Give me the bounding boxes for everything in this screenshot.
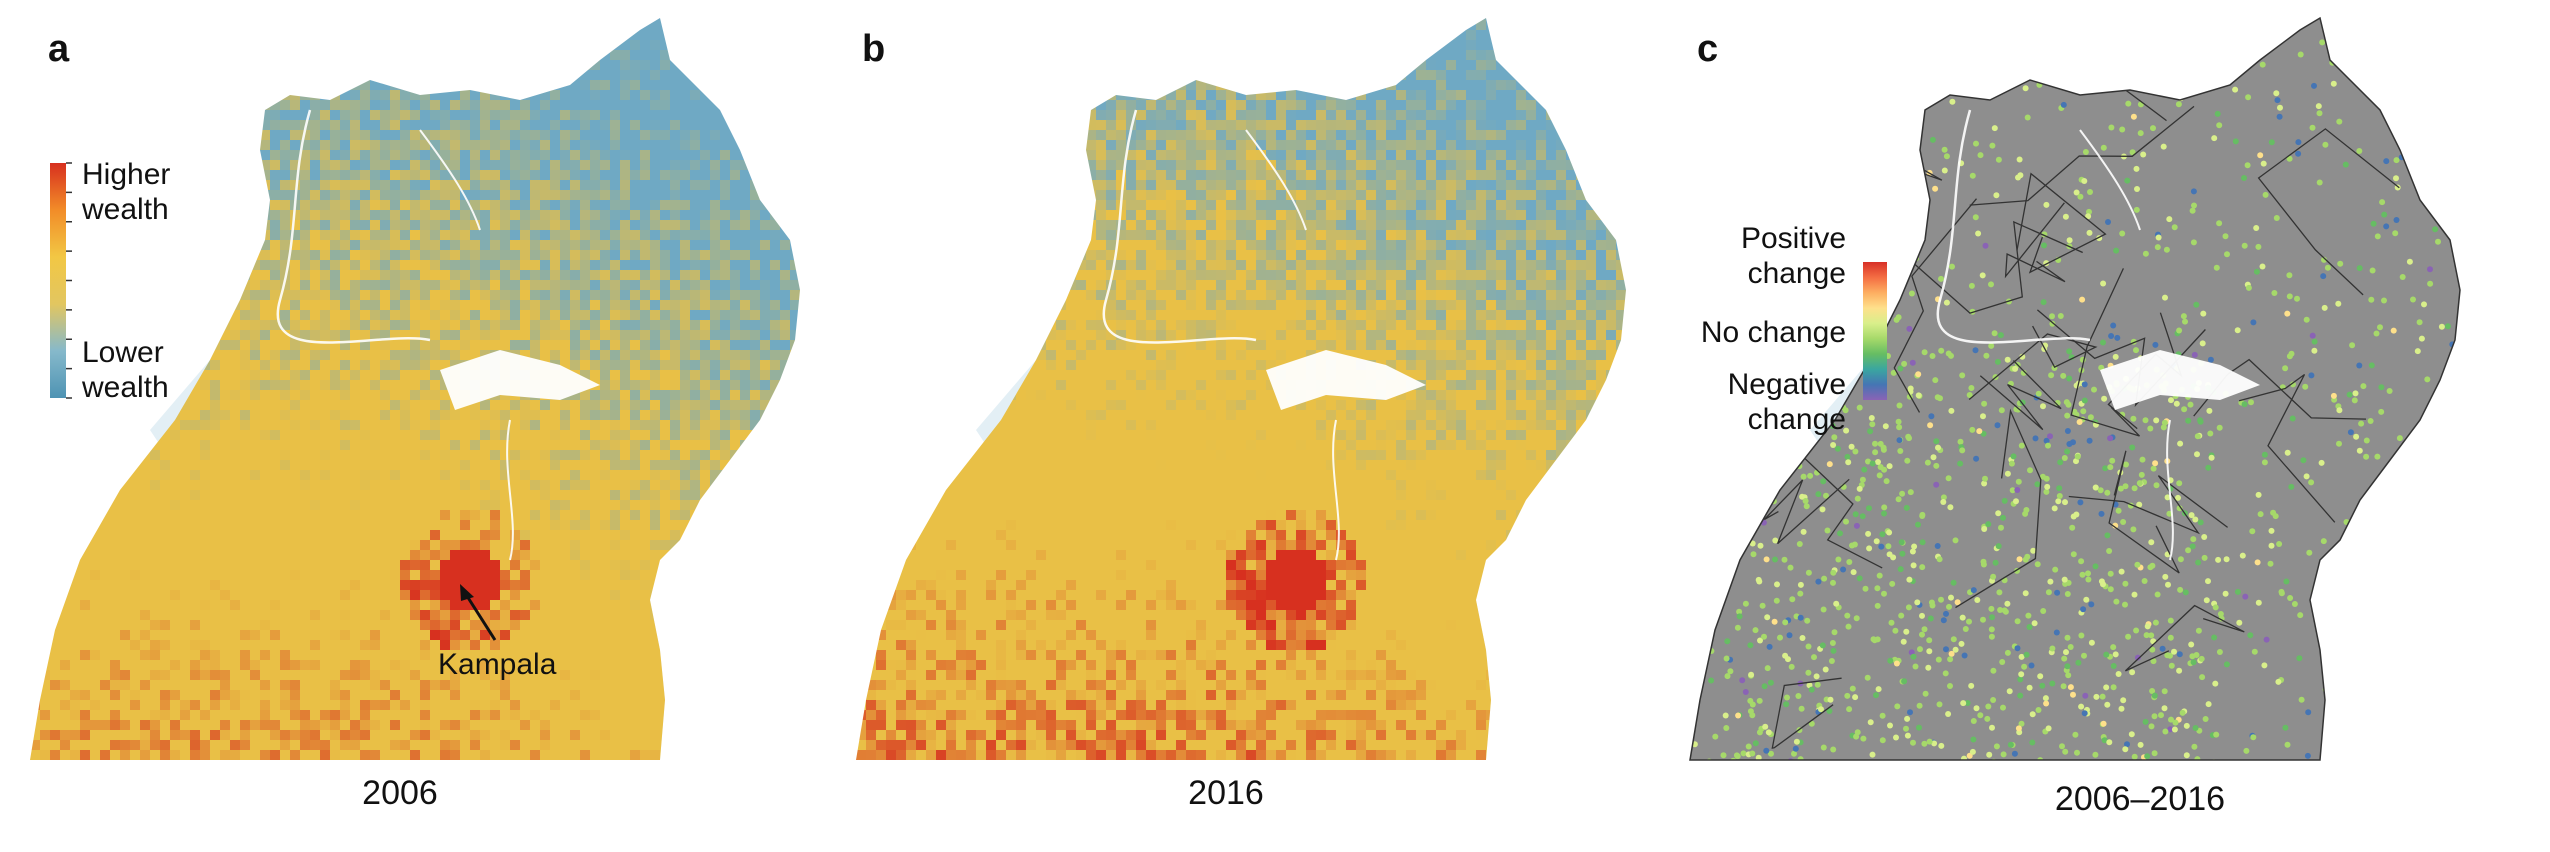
year-label-2006: 2006: [362, 774, 438, 812]
wealth-map-2016: [856, 18, 1626, 760]
legend-negative-change: Negative change: [1660, 368, 1846, 437]
inland-water: [276, 109, 2260, 561]
legend-positive-line2: change: [1747, 256, 1846, 290]
year-label-2016: 2016: [1188, 774, 1264, 812]
legend-negative-line1: Negative: [1727, 368, 1846, 401]
panel-label-a: a: [48, 28, 70, 70]
legend-positive-line1: Positive: [1740, 222, 1846, 255]
legend-lower-wealth: Lower wealth: [82, 336, 169, 405]
legend-higher-line2: wealth: [82, 192, 169, 226]
legend-lower-line1: Lower: [82, 336, 164, 369]
legend-negative-line2: change: [1747, 402, 1846, 436]
panel-label-c: c: [1697, 28, 1719, 70]
legend-no-change: No change: [1700, 316, 1846, 349]
wealth-legend-ticks: [66, 162, 72, 399]
change-legend-bar: [1863, 262, 1887, 400]
wealth-legend-bar: [50, 163, 66, 398]
change-map-land: [1690, 18, 2460, 760]
year-label-2006-2016: 2006–2016: [2054, 780, 2226, 818]
legend-higher-wealth: Higher wealth: [82, 158, 170, 227]
legend-lower-line2: wealth: [82, 370, 169, 404]
kampala-arrowhead: [460, 584, 474, 601]
legend-positive-change: Positive change: [1660, 222, 1846, 291]
legend-higher-line1: Higher: [82, 158, 171, 191]
kampala-arrow: [465, 595, 497, 641]
panel-label-b: b: [862, 28, 886, 70]
kampala-label: Kampala: [438, 648, 557, 681]
